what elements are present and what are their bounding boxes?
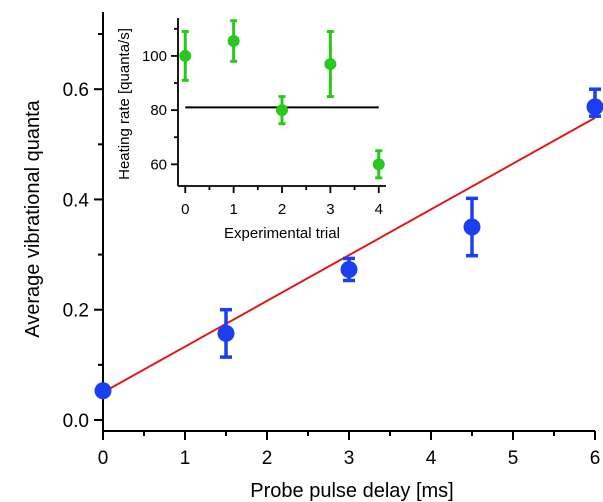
main-y-tick-label: 0.2 [63, 301, 89, 322]
main-x-tick-label: 0 [98, 448, 109, 469]
inset-x-axis-label: Experimental trial [224, 225, 340, 242]
inset-data-point [227, 35, 240, 48]
main-y-tick-label: 0.4 [63, 190, 90, 211]
main-series [94, 87, 603, 400]
main-data-point [94, 382, 112, 400]
main-plot: 0 1 2 3 4 5 6 0.0 0.2 0.4 0.6 Probe pulse delay [… [22, 12, 603, 502]
inset-data-point [179, 49, 192, 62]
main-x-tick-label: 3 [344, 448, 355, 469]
main-x-tick-label: 5 [508, 448, 519, 469]
inset-y-tick-label: 80 [150, 102, 167, 119]
inset-y-tick-labels: 60 80 100 [142, 48, 167, 173]
main-x-tick-label: 1 [180, 448, 191, 469]
inset-data-point [372, 158, 385, 171]
inset-data-point [276, 104, 288, 117]
main-data-point [340, 260, 358, 278]
main-y-axis-label: Average vibrational quanta [22, 99, 44, 337]
inset-x-tick-labels: 0 1 2 3 4 [181, 201, 383, 218]
main-axes [102, 12, 595, 432]
main-fit-line [102, 116, 596, 394]
inset-x-tick-label: 4 [375, 201, 383, 218]
main-data-point [586, 98, 603, 116]
inset-y-tick-label: 100 [142, 48, 167, 65]
main-y-tick-label: 0.0 [63, 411, 89, 432]
inset-x-tick-label: 0 [181, 201, 189, 218]
inset-plot: 0 1 2 3 4 60 80 100 Experimental trial Heating… [116, 18, 386, 242]
inset-x-tick-label: 3 [326, 201, 334, 218]
main-x-axis-label: Probe pulse delay [ms] [250, 480, 453, 502]
inset-y-axis-label: Heating rate [quanta/s] [116, 28, 133, 180]
inset-data-point [324, 58, 337, 71]
inset-series [179, 19, 385, 180]
inset-y-tick-label: 60 [150, 156, 167, 173]
main-y-tick-labels: 0.0 0.2 0.4 0.6 [63, 80, 90, 432]
main-tick-marks [94, 33, 596, 440]
inset-tick-marks [171, 27, 380, 193]
main-data-point [463, 218, 481, 236]
inset-x-tick-label: 2 [278, 201, 286, 218]
main-data-point [217, 324, 235, 342]
main-y-tick-label: 0.6 [63, 80, 89, 101]
main-x-tick-label: 4 [426, 448, 437, 469]
main-x-tick-label: 2 [262, 448, 273, 469]
main-x-tick-label: 6 [590, 448, 601, 469]
main-x-tick-labels: 0 1 2 3 4 5 6 [98, 448, 601, 469]
inset-x-tick-label: 1 [229, 201, 237, 218]
